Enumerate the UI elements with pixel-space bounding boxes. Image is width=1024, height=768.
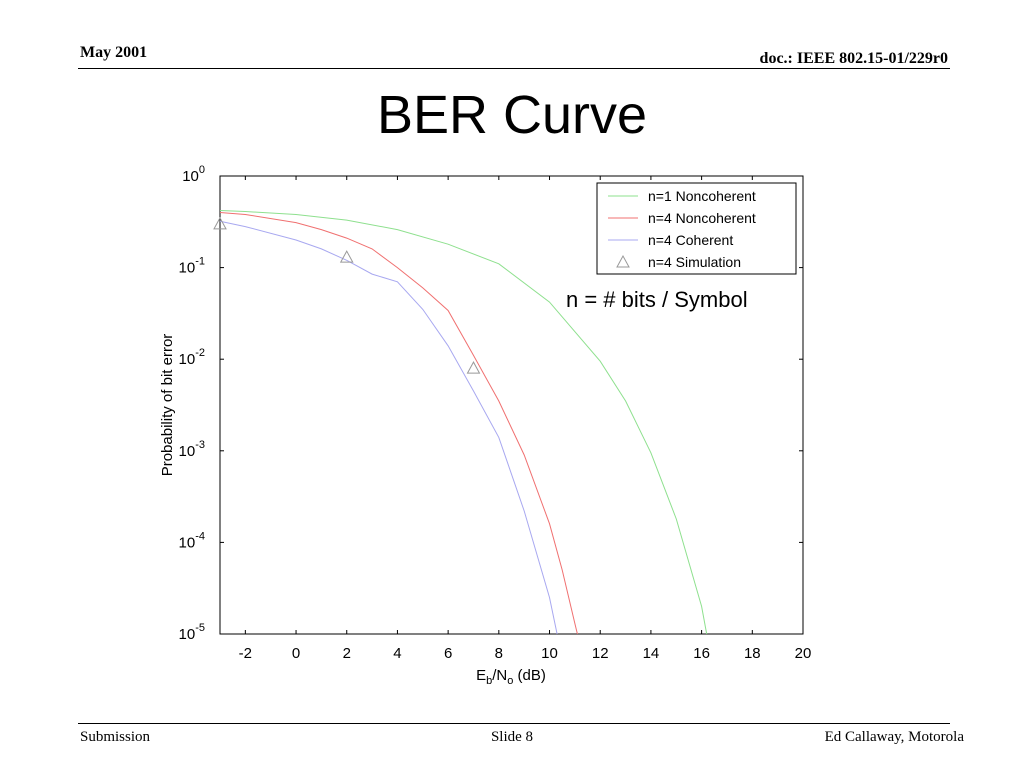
simulation-marker xyxy=(466,361,481,374)
slide-title: BER Curve xyxy=(376,85,648,145)
ber-chart: -2 0 2 4 6 8 10 12 14 16 18 20 10010-110-210-310-41… xyxy=(159,164,812,687)
simulation-marker xyxy=(339,250,354,263)
header-doc-id: doc.: IEEE 802.15-01/229r0 xyxy=(759,50,948,67)
y-tick-label: 10-2 xyxy=(179,347,205,368)
legend-marker-n4-simulation xyxy=(616,254,630,268)
y-tick-label: 10-3 xyxy=(179,439,205,460)
legend-label-n4-coherent: n=4 Coherent xyxy=(648,232,733,248)
y-tick-label: 10-1 xyxy=(179,256,205,277)
x-tick-label: 8 xyxy=(495,645,503,662)
x-tick-label: 16 xyxy=(693,645,710,662)
tick-marks xyxy=(220,175,804,635)
bits-per-symbol-annotation: n = # bits / Symbol xyxy=(566,287,748,312)
x-tick-label: 4 xyxy=(393,645,401,662)
x-tick-label: 10 xyxy=(541,645,558,662)
x-axis-label-sub-b: b xyxy=(486,675,492,687)
x-axis-label: Eb/No (dB) xyxy=(476,667,546,687)
legend-box xyxy=(596,182,797,275)
series-layer xyxy=(213,210,708,635)
series-line-n-1-noncoherent xyxy=(219,210,708,635)
x-tick-label: 20 xyxy=(795,645,812,662)
footer-submission: Submission xyxy=(80,729,151,745)
footer-slide-number: Slide 8 xyxy=(490,729,534,745)
footer-author: Ed Callaway, Motorola xyxy=(824,729,964,745)
plot-frame xyxy=(219,175,804,635)
x-tick-label: 2 xyxy=(343,645,351,662)
x-axis-label-n: /N xyxy=(492,667,507,684)
legend: n=1 Noncoherent n=4 Noncoherent n=4 Cohe… xyxy=(596,182,797,275)
x-tick-label: 6 xyxy=(444,645,452,662)
y-tick-label: 10-5 xyxy=(179,622,205,643)
simulation-marker xyxy=(213,216,227,230)
x-tick-label: 12 xyxy=(592,645,609,662)
y-axis-label: Probability of bit error xyxy=(159,334,176,477)
y-tick-label: 10-4 xyxy=(179,530,205,551)
y-tick-labels: 100 10-1 10-2 10-3 10-4 10-5 xyxy=(179,164,205,643)
x-tick-label: 0 xyxy=(292,645,300,662)
header-rule xyxy=(78,68,950,69)
series-line-n-4-coherent xyxy=(219,220,558,635)
x-tick-labels: -2 0 2 4 6 8 10 12 14 16 18 20 xyxy=(239,645,812,662)
x-tick-label: 14 xyxy=(643,645,660,662)
x-tick-label: -2 xyxy=(239,645,252,662)
legend-label-n1-noncoherent: n=1 Noncoherent xyxy=(648,188,756,204)
x-axis-label-sub-o: o xyxy=(507,675,513,687)
x-axis-label-unit: (dB) xyxy=(513,667,546,684)
x-axis-label-e: E xyxy=(476,667,486,684)
header-date: May 2001 xyxy=(80,44,148,61)
legend-label-n4-simulation: n=4 Simulation xyxy=(648,254,741,270)
footer-rule xyxy=(78,723,950,724)
y-tick-label: 100 xyxy=(182,164,205,185)
series-line-n-4-noncoherent xyxy=(219,212,578,635)
legend-label-n4-noncoherent: n=4 Noncoherent xyxy=(648,210,756,226)
x-tick-label: 18 xyxy=(744,645,761,662)
